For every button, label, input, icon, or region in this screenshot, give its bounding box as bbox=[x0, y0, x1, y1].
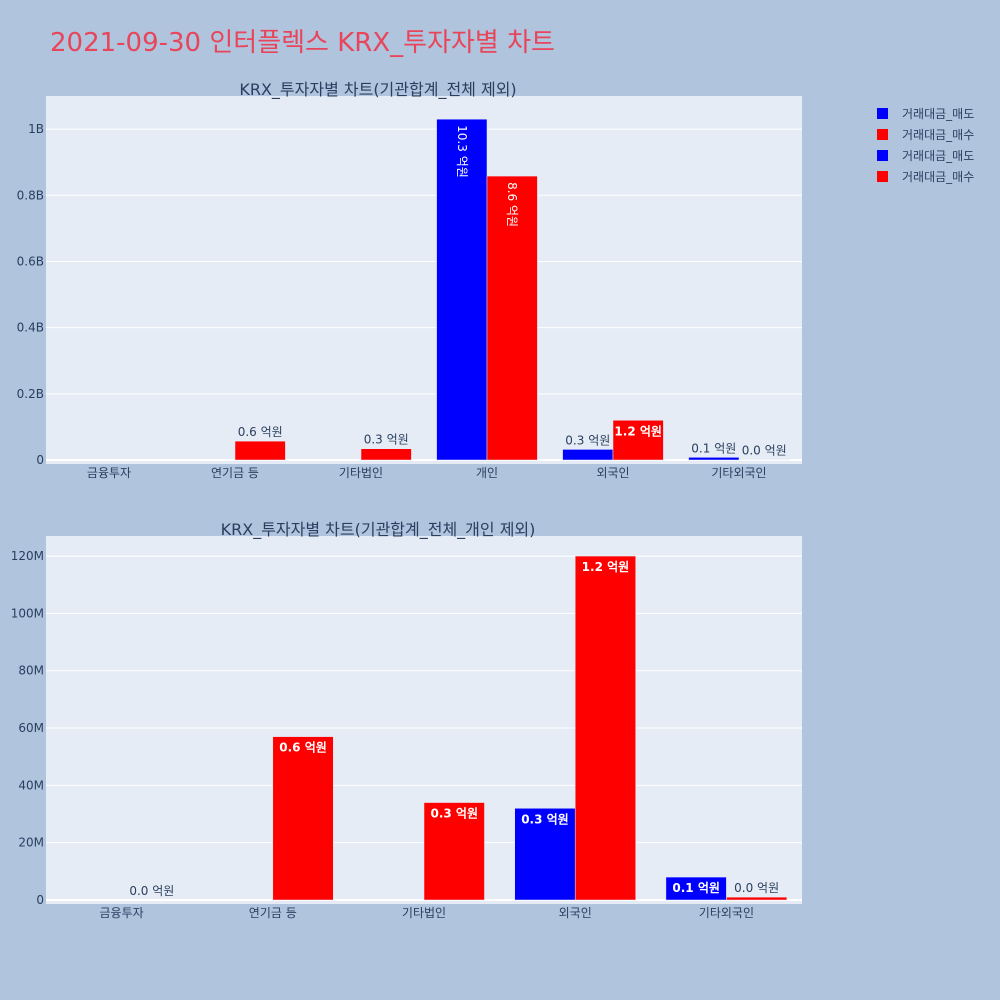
legend-label[interactable]: 거래대금_매도 bbox=[902, 149, 974, 163]
y-tick-label: 0.2B bbox=[17, 387, 44, 401]
data-label: 0.3 억원 bbox=[521, 812, 569, 826]
x-tick-label: 개인 bbox=[476, 466, 498, 480]
bar-buy[interactable] bbox=[272, 736, 334, 901]
y-tick-label: 0 bbox=[36, 893, 44, 907]
data-label: 0.0 억원 bbox=[129, 884, 174, 898]
y-tick-label: 0.4B bbox=[17, 321, 44, 335]
bar-buy[interactable] bbox=[726, 896, 788, 901]
y-tick-label: 120M bbox=[11, 549, 44, 563]
data-label: 0.0 억원 bbox=[734, 881, 779, 895]
data-label: 0.1 억원 bbox=[672, 881, 720, 895]
chart-top: KRX_투자자별 차트(기관합계_전체 제외) 0 0.2B 0.4B 0.6B 0.8B… bbox=[17, 80, 802, 480]
legend-swatch[interactable] bbox=[877, 108, 888, 119]
y-tick-label: 0.8B bbox=[17, 188, 44, 202]
x-tick-label: 연기금 등 bbox=[249, 906, 297, 920]
y-tick-label: 20M bbox=[18, 836, 44, 850]
data-label: 1.2 억원 bbox=[614, 424, 662, 438]
legend-label[interactable]: 거래대금_매도 bbox=[902, 107, 974, 121]
y-tick-label: 0 bbox=[36, 453, 44, 467]
legend-label[interactable]: 거래대금_매수 bbox=[902, 128, 974, 142]
x-tick-label: 금융투자 bbox=[100, 906, 144, 920]
bar-sell[interactable] bbox=[562, 449, 614, 461]
plot-area bbox=[46, 96, 802, 464]
chart-bottom: KRX_투자자별 차트(기관합계_전체_개인 제외) 0 20M 40M 60M 80M 1… bbox=[11, 520, 802, 920]
x-tick-label: 기타법인 bbox=[402, 906, 446, 920]
bar-buy[interactable] bbox=[360, 448, 412, 461]
x-tick-label: 외국인 bbox=[596, 466, 629, 480]
data-label: 0.3 억원 bbox=[364, 433, 409, 447]
y-tick-label: 0.6B bbox=[17, 254, 44, 268]
y-tick-label: 1B bbox=[28, 122, 44, 136]
y-tick-label: 100M bbox=[11, 606, 44, 620]
legend-label[interactable]: 거래대금_매수 bbox=[902, 170, 974, 184]
x-tick-label: 기타외국인 bbox=[711, 466, 766, 480]
chart-title: KRX_투자자별 차트(기관합계_전체 제외) bbox=[239, 80, 516, 100]
bar-buy[interactable] bbox=[574, 555, 636, 901]
bar-buy[interactable] bbox=[423, 802, 485, 901]
bar-buy[interactable] bbox=[612, 420, 664, 461]
y-tick-label: 40M bbox=[18, 778, 44, 792]
y-tick-label: 60M bbox=[18, 721, 44, 735]
page-title: 2021-09-30 인터플렉스 KRX_투자자별 차트 bbox=[50, 28, 555, 58]
x-tick-label: 금융투자 bbox=[87, 466, 131, 480]
data-label: 1.2 억원 bbox=[582, 560, 630, 574]
data-label: 0.3 억원 bbox=[430, 807, 478, 821]
x-tick-label: 연기금 등 bbox=[211, 466, 259, 480]
bar-sell[interactable] bbox=[514, 808, 576, 901]
legend-swatch[interactable] bbox=[877, 171, 888, 182]
data-label: 10.3 억원 bbox=[455, 125, 469, 178]
data-label: 0.1 억원 bbox=[691, 441, 736, 455]
data-label: 0.3 억원 bbox=[565, 433, 610, 447]
bar-buy[interactable] bbox=[486, 175, 538, 461]
bar-sell[interactable] bbox=[688, 457, 740, 461]
x-tick-label: 기타외국인 bbox=[699, 906, 754, 920]
legend-swatch[interactable] bbox=[877, 150, 888, 161]
data-label: 0.6 억원 bbox=[238, 425, 283, 439]
x-tick-label: 외국인 bbox=[559, 906, 592, 920]
data-label: 0.0 억원 bbox=[742, 444, 787, 458]
bar-buy[interactable] bbox=[234, 440, 286, 461]
x-tick-label: 기타법인 bbox=[339, 466, 383, 480]
data-label: 0.6 억원 bbox=[279, 741, 327, 755]
data-label: 8.6 억원 bbox=[505, 182, 519, 227]
bar-sell[interactable] bbox=[665, 876, 727, 901]
y-tick-label: 80M bbox=[18, 664, 44, 678]
chart-title: KRX_투자자별 차트(기관합계_전체_개인 제외) bbox=[221, 520, 536, 540]
legend-swatch[interactable] bbox=[877, 129, 888, 140]
